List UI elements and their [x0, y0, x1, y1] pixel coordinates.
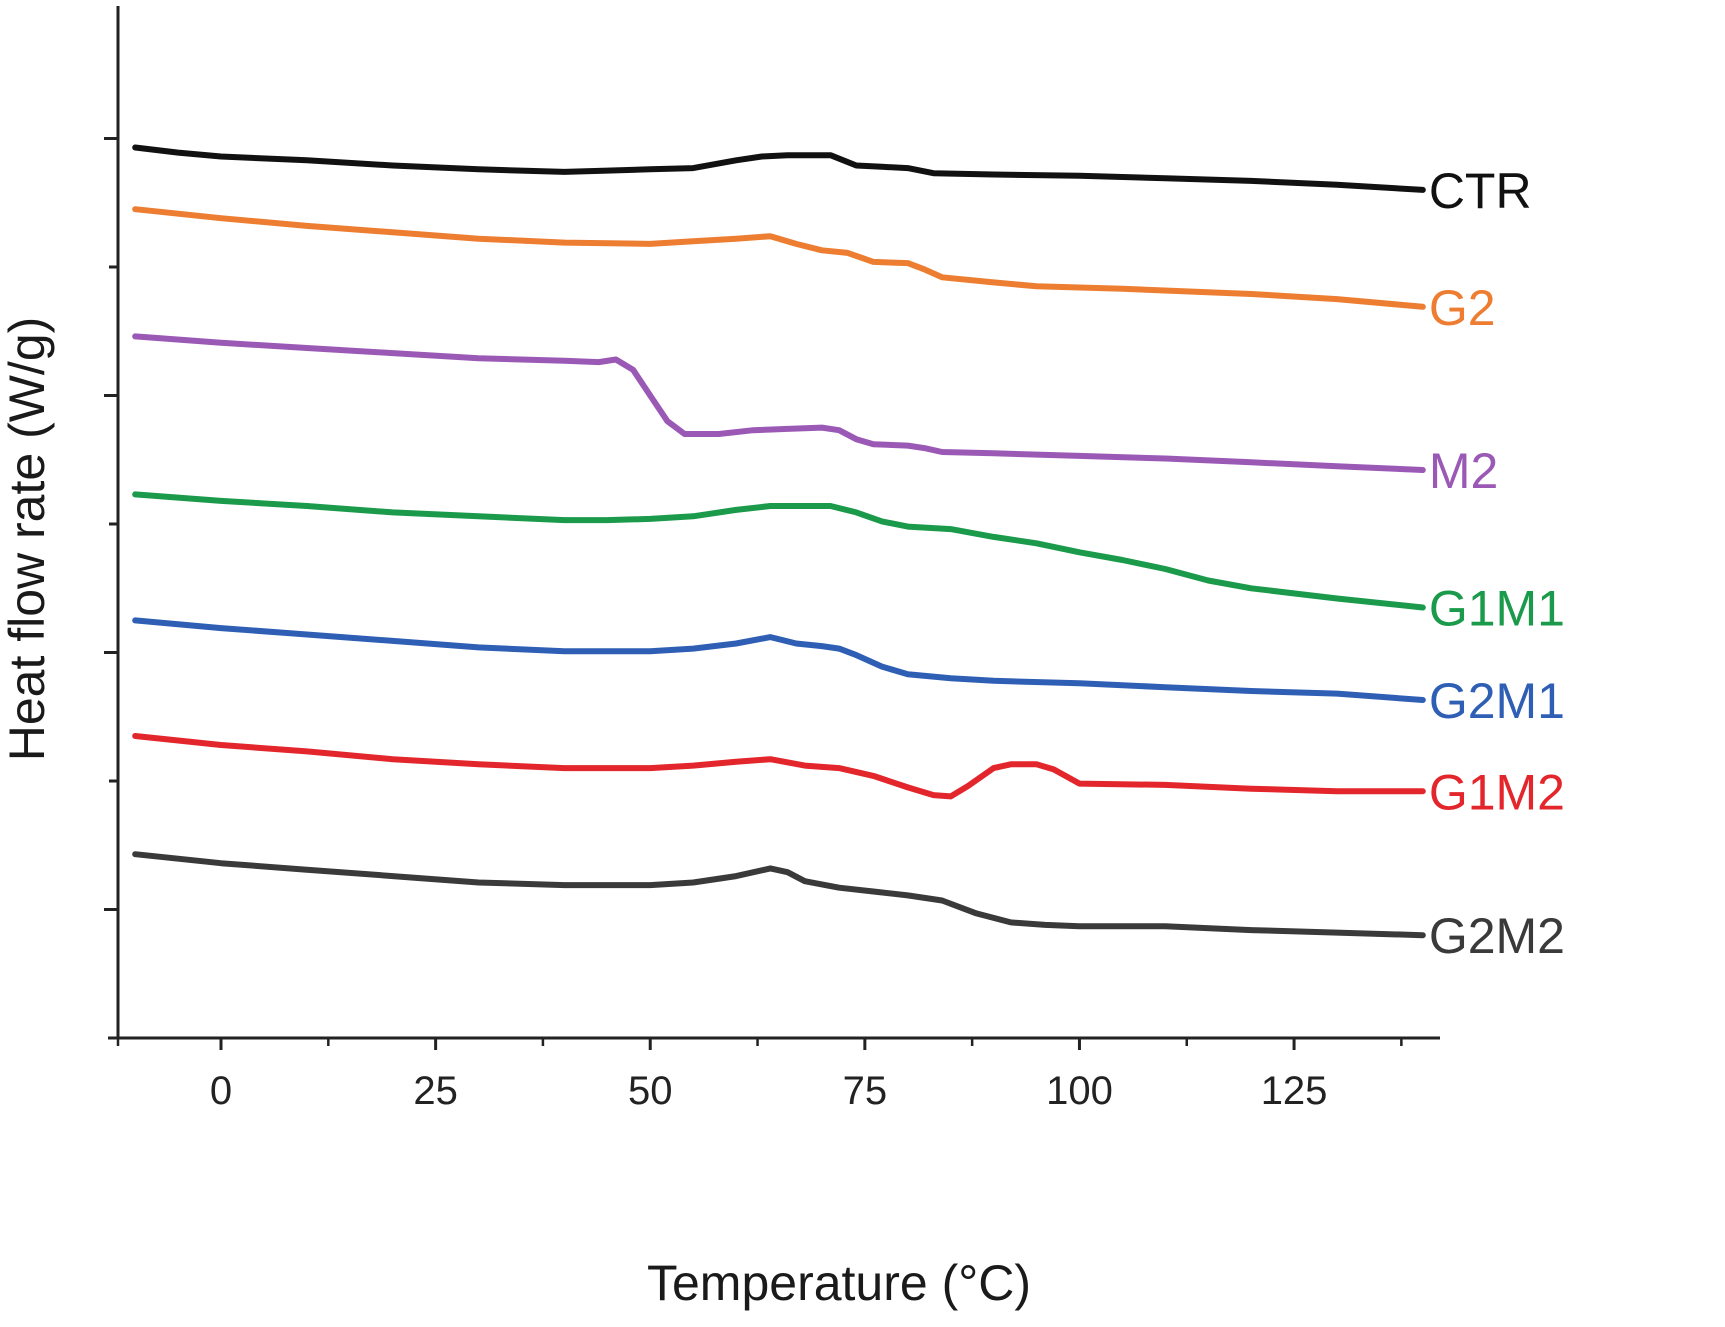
series-line-g2 [132, 206, 1426, 310]
series-label-g2: G2 [1429, 280, 1496, 336]
x-tick-label: 25 [413, 1069, 458, 1113]
series-label-g2m1: G2M1 [1429, 673, 1565, 729]
x-axis-title: Temperature (°C) [647, 1255, 1031, 1311]
x-tick-label: 50 [628, 1069, 673, 1113]
series-label-g1m2: G1M2 [1429, 764, 1565, 820]
x-tick-label: 0 [210, 1069, 232, 1113]
series-lines [132, 144, 1426, 939]
x-axis-ticks: 0 25 50 75 100 125 [116, 1038, 1403, 1113]
series-line-g2m1 [132, 617, 1426, 703]
series-label-m2: M2 [1429, 443, 1498, 499]
series-label-g1m1: G1M1 [1429, 581, 1565, 637]
x-tick-label: 125 [1261, 1069, 1328, 1113]
series-line-ctr [132, 144, 1426, 193]
series-line-m2 [132, 333, 1426, 473]
series-line-g2m2 [132, 851, 1426, 939]
y-axis-title: Heat flow rate (W/g) [0, 317, 55, 762]
x-tick-label: 100 [1046, 1069, 1113, 1113]
y-axis-ticks [104, 137, 118, 911]
series-line-g1m1 [132, 491, 1426, 611]
x-tick-label: 75 [843, 1069, 888, 1113]
series-line-g1m2 [132, 733, 1426, 800]
series-label-ctr: CTR [1429, 163, 1532, 219]
series-label-g2m2: G2M2 [1429, 908, 1565, 964]
